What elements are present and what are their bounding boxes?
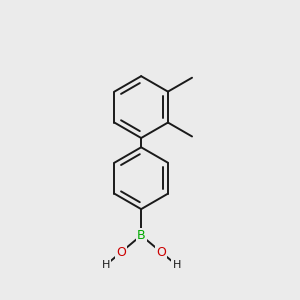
Text: H: H: [101, 260, 110, 270]
Text: O: O: [156, 246, 166, 259]
Text: O: O: [116, 246, 126, 259]
Text: B: B: [137, 229, 146, 242]
Text: H: H: [172, 260, 181, 270]
